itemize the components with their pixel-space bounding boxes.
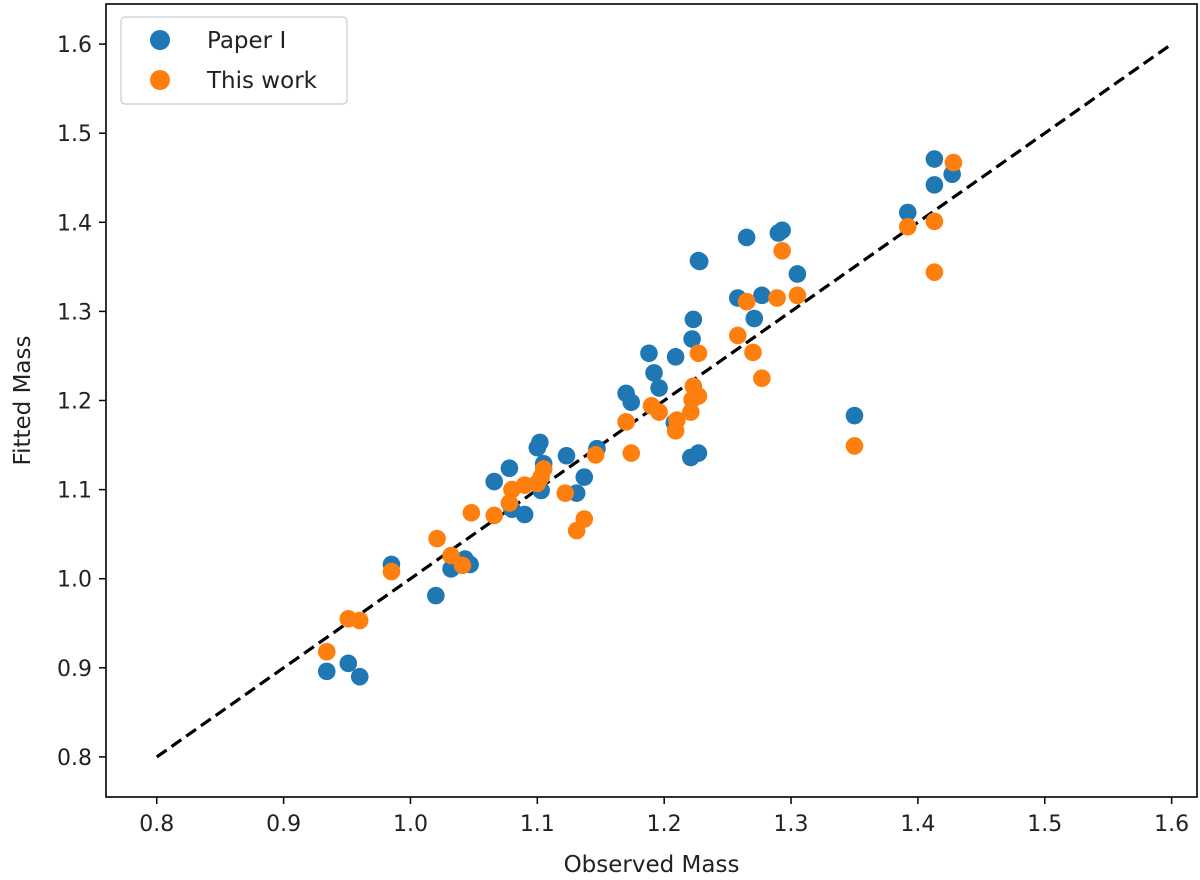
data-point [925, 176, 944, 194]
x-tick-label: 1.5 [1027, 812, 1062, 837]
x-tick-label: 1.1 [520, 812, 555, 837]
data-point [925, 150, 944, 168]
data-point [668, 411, 686, 429]
legend-marker-this-work [150, 70, 170, 90]
data-point [666, 348, 685, 366]
data-point [898, 217, 917, 236]
y-tick-label: 1.3 [57, 300, 92, 325]
data-point [485, 506, 503, 525]
data-point [788, 265, 807, 283]
data-point [898, 203, 917, 222]
data-point [350, 667, 369, 686]
y-tick-label: 1.6 [57, 33, 92, 58]
data-point [462, 503, 481, 522]
data-point [500, 459, 519, 478]
data-point [622, 444, 641, 462]
x-axis: 0.8 0.9 1.0 1.1 1.2 1.3 1.4 1.5 1.6 [139, 797, 1189, 837]
data-point [737, 292, 756, 311]
data-point [557, 446, 576, 465]
data-point [645, 364, 663, 382]
data-point [768, 289, 786, 307]
data-point [925, 212, 944, 231]
data-point [845, 406, 864, 425]
data-point [753, 286, 771, 305]
data-point [428, 529, 446, 548]
y-axis: 0.8 0.9 1.0 1.1 1.2 1.3 1.4 1.5 1.6 [57, 33, 106, 771]
legend-label-paper-i: Paper I [207, 28, 286, 54]
y-tick-label: 1.0 [57, 568, 92, 593]
x-tick-label: 0.8 [139, 812, 174, 837]
data-point [728, 326, 747, 345]
data-point [744, 343, 762, 362]
data-point [453, 556, 472, 575]
data-point [845, 437, 864, 455]
series-paper-i [317, 150, 961, 686]
series-this-work [317, 153, 963, 661]
data-point [382, 562, 401, 581]
x-tick-label: 1.2 [647, 812, 682, 837]
data-point [925, 263, 944, 281]
data-point [737, 228, 756, 247]
data-point [317, 642, 336, 661]
y-tick-label: 0.9 [57, 657, 92, 682]
data-point [485, 472, 503, 491]
data-point [575, 468, 594, 486]
data-point [689, 387, 708, 405]
data-point [427, 586, 445, 605]
data-point [684, 310, 703, 329]
x-tick-label: 1.6 [1154, 812, 1189, 837]
data-point [575, 510, 594, 528]
data-point [650, 403, 668, 421]
x-axis-title: Observed Mass [564, 852, 740, 878]
data-point [339, 654, 358, 673]
y-tick-label: 0.8 [57, 746, 92, 771]
data-point [442, 546, 460, 565]
y-tick-label: 1.5 [57, 122, 92, 147]
data-point [640, 344, 658, 363]
x-tick-label: 1.3 [774, 812, 809, 837]
data-point [500, 494, 519, 512]
data-point [534, 460, 553, 478]
x-tick-label: 1.0 [393, 812, 428, 837]
data-point [650, 379, 668, 397]
data-point [586, 446, 605, 464]
data-point [690, 252, 709, 271]
x-tick-label: 0.9 [266, 812, 301, 837]
data-point [788, 286, 807, 305]
data-point [350, 611, 369, 630]
data-point [556, 484, 575, 502]
reference-line [155, 42, 1173, 759]
y-tick-label: 1.4 [57, 211, 92, 236]
data-point [317, 662, 336, 681]
y-tick-label: 1.1 [57, 479, 92, 504]
data-point [689, 444, 708, 462]
data-point [683, 330, 701, 348]
legend-label-this-work: This work [206, 68, 318, 94]
legend: Paper I This work [120, 16, 348, 105]
data-point [753, 369, 771, 388]
data-point [515, 505, 534, 524]
data-point [773, 242, 791, 260]
y-tick-label: 1.2 [57, 390, 92, 415]
data-point [689, 344, 708, 363]
data-point [531, 433, 549, 452]
x-tick-label: 1.4 [900, 812, 935, 837]
data-point [622, 393, 641, 412]
data-series [317, 150, 963, 686]
y-axis-title: Fitted Mass [10, 336, 36, 466]
data-point [773, 221, 791, 240]
data-point [745, 309, 764, 328]
data-point [617, 413, 635, 431]
data-point [944, 153, 963, 172]
legend-marker-paper-i [150, 30, 170, 50]
legend-box [120, 16, 348, 105]
